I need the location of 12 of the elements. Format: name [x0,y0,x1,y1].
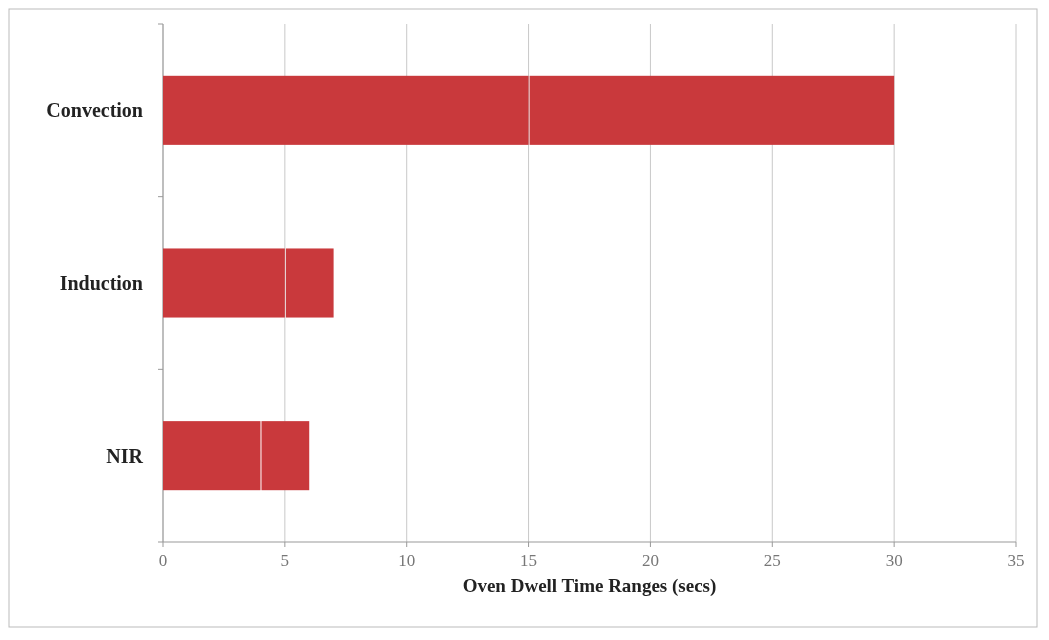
x-tick-label: 5 [280,551,290,570]
y-tick-label: Induction [59,272,143,294]
x-tick-label: 0 [158,551,168,570]
x-axis-title: Oven Dwell Time Ranges (secs) [462,575,717,597]
x-tick-label: 10 [398,551,416,570]
x-tick-label: 30 [885,551,903,570]
y-tick-label: Convection [46,99,143,122]
x-tick-label: 35 [1007,551,1025,570]
x-tick-label: 25 [763,551,781,570]
x-tick-label: 20 [641,551,659,570]
y-tick-label: NIR [106,444,144,467]
x-tick-label: 15 [520,551,538,570]
